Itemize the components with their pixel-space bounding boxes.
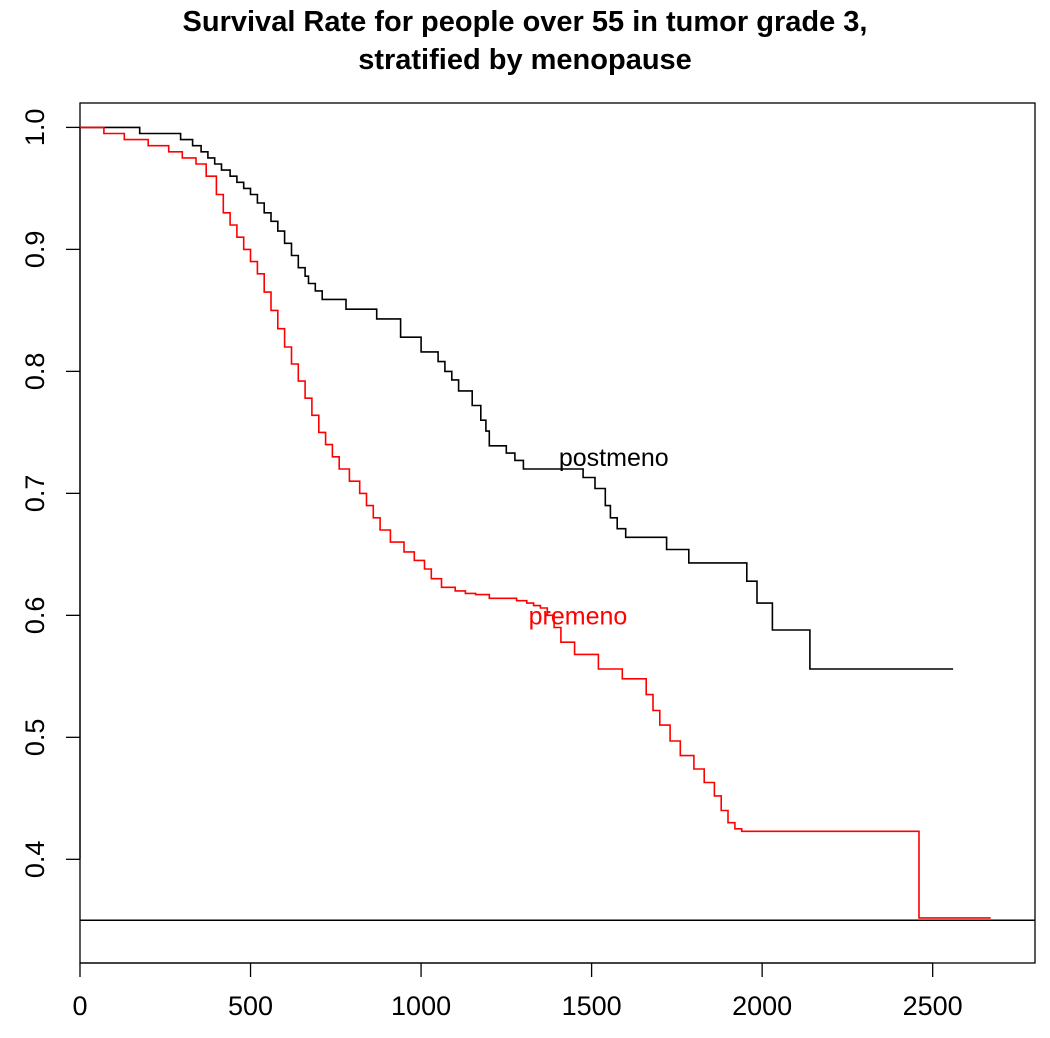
plot-frame [79,102,1036,964]
series-label-postmeno: postmeno [559,444,669,472]
series-line-premeno [80,126,991,919]
y-tick-label: 0.6 [20,597,50,635]
x-tick-label: 500 [228,991,273,1021]
chart-title: Survival Rate for people over 55 in tumo… [182,6,868,38]
y-tick-label: 1.0 [20,109,50,147]
chart-subtitle: stratified by menopause [358,44,692,76]
y-tick-label: 0.8 [20,353,50,391]
x-tick-label: 2500 [903,991,963,1021]
series-line-postmeno [80,126,954,670]
x-tick-label: 1000 [391,991,451,1021]
y-tick-label: 0.7 [20,475,50,513]
x-tick-label: 2000 [732,991,792,1021]
x-tick-label: 0 [72,991,87,1021]
y-tick-label: 0.9 [20,231,50,269]
y-tick-label: 0.5 [20,719,50,757]
x-tick-label: 1500 [562,991,622,1021]
y-tick-label: 0.4 [20,841,50,879]
series-label-premeno: premeno [529,602,628,630]
